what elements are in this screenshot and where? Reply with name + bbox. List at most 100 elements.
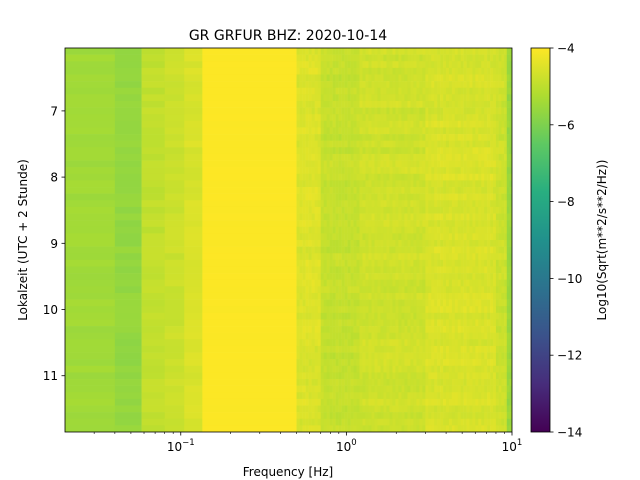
heatmap-cell — [338, 279, 342, 287]
heatmap-cell — [475, 107, 479, 115]
heatmap-cell — [437, 94, 441, 102]
heatmap-cell — [466, 180, 470, 188]
heatmap-cell — [484, 379, 488, 386]
heatmap-cell — [141, 87, 166, 95]
heatmap-cell — [466, 259, 470, 267]
heatmap-cell — [451, 240, 456, 247]
heatmap-cell — [377, 379, 381, 386]
heatmap-cell — [356, 292, 360, 300]
heatmap-cell — [413, 213, 417, 221]
heatmap-cell — [401, 48, 405, 55]
heatmap-cell — [320, 312, 325, 320]
heatmap-cell — [410, 213, 414, 221]
heatmap-cell — [495, 160, 499, 168]
heatmap-cell — [356, 385, 360, 393]
heatmap-cell — [498, 332, 502, 340]
heatmap-cell — [398, 48, 402, 55]
heatmap-cell — [65, 240, 116, 247]
heatmap-cell — [332, 81, 336, 89]
heatmap-cell — [460, 312, 464, 320]
heatmap-cell — [493, 319, 497, 327]
heatmap-cell — [469, 326, 473, 333]
heatmap-cell — [428, 352, 432, 360]
heatmap-cell — [407, 54, 411, 62]
heatmap-cell — [338, 206, 342, 214]
heatmap-cell — [463, 213, 467, 221]
heatmap-cell — [404, 226, 408, 234]
heatmap-cell — [141, 319, 166, 327]
heatmap-cell — [299, 233, 303, 241]
heatmap-cell — [377, 246, 381, 254]
heatmap-cell — [296, 120, 300, 128]
heatmap-cell — [454, 259, 459, 267]
heatmap-cell — [141, 292, 166, 300]
heatmap-cell — [350, 385, 354, 393]
heatmap-cell — [407, 345, 411, 353]
heatmap-cell — [389, 220, 393, 228]
heatmap-cell — [401, 365, 405, 373]
heatmap-cell — [501, 372, 505, 380]
heatmap-cell — [374, 359, 378, 367]
heatmap-cell — [383, 332, 387, 340]
heatmap-cell — [466, 160, 470, 168]
heatmap-cell — [469, 107, 473, 115]
heatmap-cell — [341, 273, 345, 281]
heatmap-cell — [509, 100, 512, 108]
heatmap-cell — [481, 67, 485, 75]
heatmap-cell — [335, 193, 339, 201]
heatmap-cell — [475, 233, 479, 241]
heatmap-cell — [383, 200, 387, 208]
heatmap-cell — [335, 167, 339, 175]
heatmap-cell — [404, 299, 408, 307]
heatmap-cell — [302, 187, 306, 194]
heatmap-cell — [428, 412, 432, 420]
heatmap-cell — [413, 273, 417, 281]
heatmap-cell — [377, 418, 381, 426]
heatmap-cell — [302, 206, 306, 214]
heatmap-cell — [380, 233, 384, 241]
heatmap-cell — [341, 213, 345, 221]
heatmap-cell — [202, 100, 297, 108]
heatmap-cell — [389, 48, 393, 55]
heatmap-cell — [425, 339, 429, 347]
heatmap-cell — [428, 114, 432, 122]
heatmap-cell — [302, 213, 306, 221]
heatmap-cell — [445, 418, 450, 426]
heatmap-cell — [434, 306, 438, 314]
heatmap-cell — [440, 114, 444, 122]
heatmap-cell — [164, 61, 185, 69]
heatmap-cell — [332, 372, 336, 380]
heatmap-cell — [371, 213, 375, 221]
heatmap-cell — [443, 246, 447, 254]
heatmap-cell — [509, 372, 512, 380]
heatmap-cell — [347, 48, 351, 55]
heatmap-cell — [314, 127, 319, 135]
heatmap-cell — [362, 74, 366, 82]
heatmap-cell — [338, 379, 342, 386]
heatmap-cell — [493, 180, 497, 188]
heatmap-cell — [65, 339, 116, 347]
heatmap-cell — [478, 127, 482, 135]
heatmap-cell — [490, 100, 494, 108]
heatmap-cell — [487, 187, 491, 194]
heatmap-cell — [498, 299, 502, 307]
heatmap-cell — [344, 220, 348, 228]
heatmap-cell — [202, 259, 297, 267]
heatmap-cell — [434, 94, 438, 102]
heatmap-cell — [498, 167, 502, 175]
heatmap-cell — [431, 392, 435, 400]
heatmap-cell — [463, 365, 467, 373]
heatmap-cell — [202, 81, 297, 89]
heatmap-cell — [359, 299, 363, 307]
heatmap-cell — [434, 240, 438, 247]
heatmap-cell — [386, 100, 390, 108]
heatmap-cell — [341, 345, 345, 353]
heatmap-cell — [114, 279, 142, 287]
heatmap-cell — [323, 418, 327, 426]
heatmap-cell — [501, 326, 505, 333]
heatmap-cell — [296, 359, 300, 367]
heatmap-cell — [398, 206, 402, 214]
heatmap-cell — [362, 127, 366, 135]
heatmap-cell — [425, 187, 429, 194]
heatmap-cell — [425, 273, 429, 281]
